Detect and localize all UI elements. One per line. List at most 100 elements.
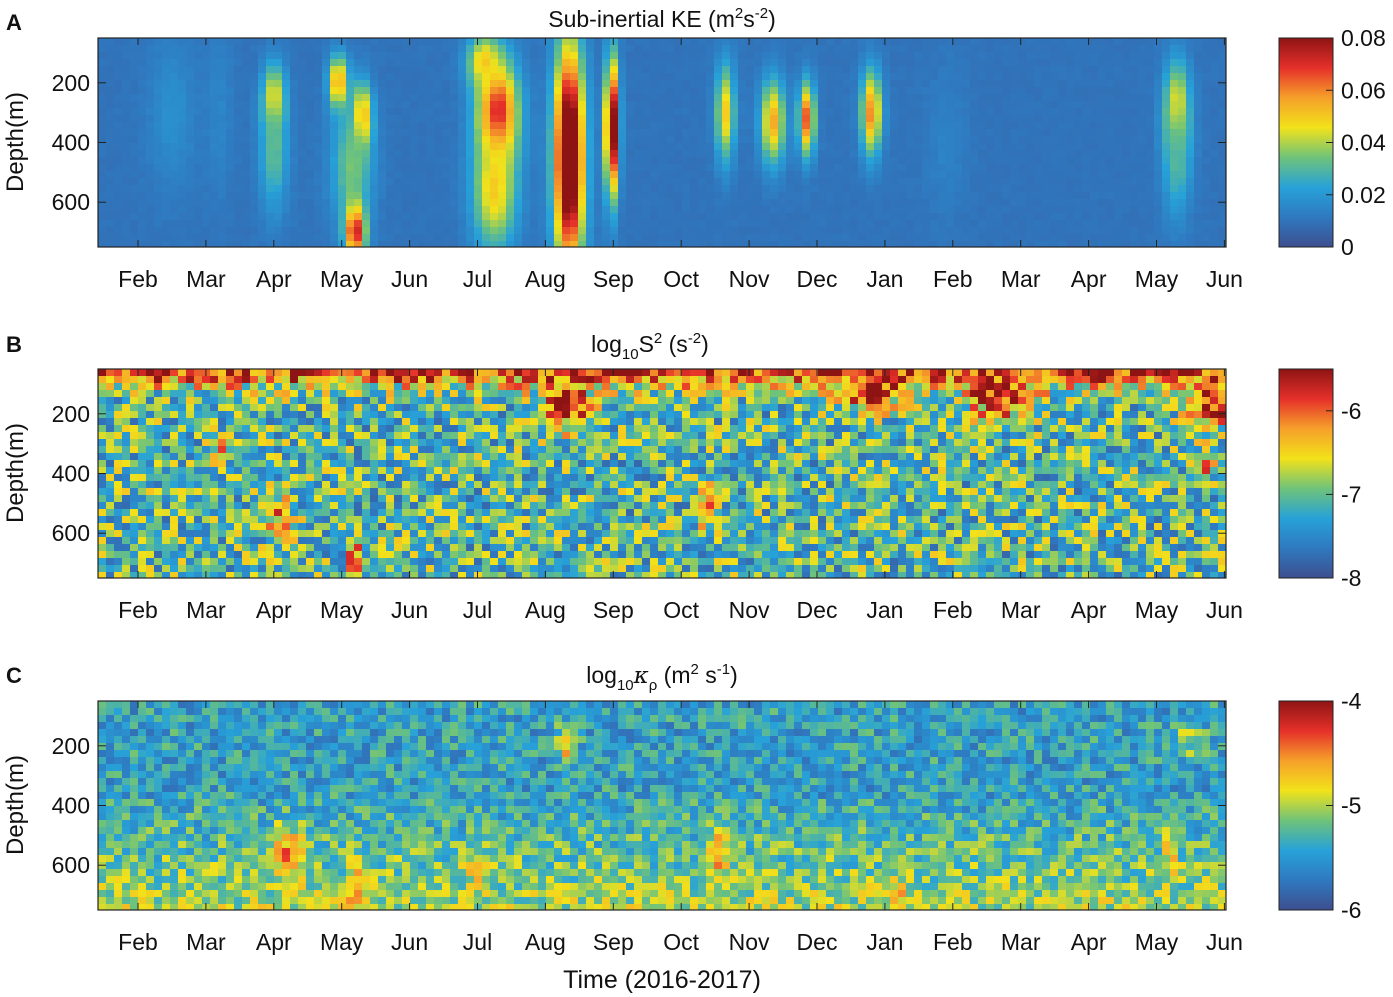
heatmap-cell <box>506 59 515 67</box>
heatmap-cell <box>578 115 587 123</box>
heatmap-cell <box>162 185 171 193</box>
heatmap-cell <box>914 206 923 214</box>
heatmap-cell <box>1034 390 1043 398</box>
heatmap-cell <box>114 66 123 74</box>
heatmap-cell <box>650 59 659 67</box>
heatmap-cell <box>938 199 947 207</box>
heatmap-cell <box>322 108 331 116</box>
heatmap-cell <box>386 234 395 242</box>
heatmap-cell <box>874 383 883 391</box>
heatmap-cell <box>658 94 667 102</box>
heatmap-cell <box>642 234 651 242</box>
heatmap-cell <box>562 213 571 221</box>
heatmap-cell <box>426 73 435 81</box>
heatmap-cell <box>562 101 571 109</box>
heatmap-cell <box>250 227 259 235</box>
heatmap-cell <box>634 397 643 405</box>
heatmap-cell <box>162 164 171 172</box>
heatmap-cell <box>186 136 195 144</box>
heatmap-cell <box>626 66 635 74</box>
heatmap-cell <box>178 164 187 172</box>
heatmap-cell <box>914 80 923 88</box>
heatmap-cell <box>706 220 715 228</box>
heatmap-cell <box>906 206 915 214</box>
heatmap-cell <box>898 164 907 172</box>
heatmap-cell <box>210 59 219 67</box>
heatmap-cell <box>642 73 651 81</box>
heatmap-cell <box>722 220 731 228</box>
heatmap-cell <box>1098 213 1107 221</box>
heatmap-cell <box>1106 52 1115 60</box>
heatmap-cell <box>546 108 555 116</box>
heatmap-cell <box>1130 38 1139 46</box>
heatmap-cell <box>802 45 811 53</box>
heatmap-cell <box>506 143 515 151</box>
heatmap-cell <box>1090 234 1099 242</box>
heatmap-cell <box>386 157 395 165</box>
heatmap-cell <box>994 157 1003 165</box>
heatmap-cell <box>514 150 523 158</box>
heatmap-cell <box>714 101 723 109</box>
heatmap-cell <box>178 101 187 109</box>
heatmap-cell <box>442 157 451 165</box>
heatmap-cell <box>794 136 803 144</box>
heatmap-cell <box>122 80 131 88</box>
heatmap-cell <box>922 115 931 123</box>
heatmap-cell <box>762 178 771 186</box>
heatmap-cell <box>706 52 715 60</box>
heatmap-cell <box>1074 38 1083 46</box>
heatmap-cell <box>378 227 387 235</box>
heatmap-cell <box>594 185 603 193</box>
heatmap-cell <box>266 369 275 377</box>
heatmap-cell <box>554 199 563 207</box>
heatmap-cell <box>426 213 435 221</box>
heatmap-cell <box>1034 164 1043 172</box>
heatmap-cell <box>778 199 787 207</box>
heatmap-cell <box>1074 178 1083 186</box>
heatmap-cell <box>1002 241 1011 247</box>
heatmap-cell <box>362 157 371 165</box>
heatmap-cell <box>378 73 387 81</box>
heatmap-cell <box>810 52 819 60</box>
heatmap-cell <box>370 136 379 144</box>
heatmap-cell <box>1114 376 1123 384</box>
heatmap-cell <box>658 376 667 384</box>
heatmap-cell <box>626 143 635 151</box>
heatmap-cell <box>994 94 1003 102</box>
heatmap-cell <box>810 94 819 102</box>
heatmap-cell <box>322 171 331 179</box>
heatmap-cell <box>498 171 507 179</box>
heatmap-cell <box>954 38 963 46</box>
heatmap-cell <box>554 87 563 95</box>
heatmap-cell <box>962 115 971 123</box>
heatmap-cell <box>506 157 515 165</box>
heatmap-cell <box>250 185 259 193</box>
heatmap-cell <box>938 397 947 405</box>
heatmap-cell <box>906 164 915 172</box>
heatmap-cell <box>562 45 571 53</box>
heatmap-cell <box>922 66 931 74</box>
heatmap-cell <box>898 220 907 228</box>
heatmap-cell <box>722 122 731 130</box>
heatmap-cell <box>818 80 827 88</box>
heatmap-cell <box>1146 45 1155 53</box>
heatmap-cell <box>1026 80 1035 88</box>
heatmap-cell <box>1034 94 1043 102</box>
heatmap-cell <box>890 52 899 60</box>
heatmap-cell <box>986 390 995 398</box>
heatmap-cell <box>570 383 579 391</box>
heatmap-cell <box>546 227 555 235</box>
heatmap-cell <box>394 129 403 137</box>
heatmap-cell <box>1098 206 1107 214</box>
heatmap-cell <box>906 383 915 391</box>
heatmap-cell <box>490 383 499 391</box>
heatmap-cell <box>634 206 643 214</box>
heatmap-cell <box>266 94 275 102</box>
heatmap-cell <box>890 129 899 137</box>
heatmap-cell <box>866 108 875 116</box>
heatmap-cell <box>970 73 979 81</box>
heatmap-cell <box>130 178 139 186</box>
heatmap-cell <box>306 171 315 179</box>
heatmap-cell <box>378 66 387 74</box>
heatmap-cell <box>762 87 771 95</box>
